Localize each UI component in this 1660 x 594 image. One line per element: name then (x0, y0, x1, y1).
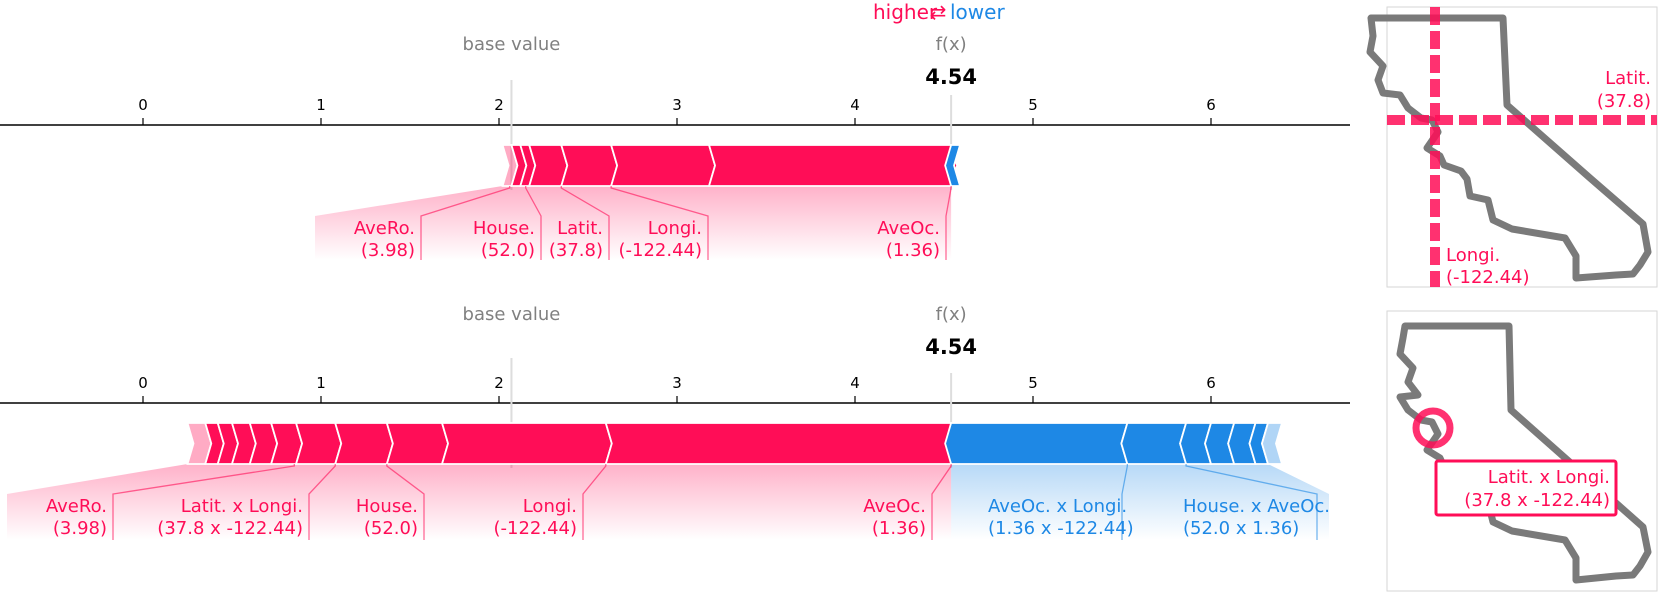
x-tick-label: 5 (1028, 374, 1038, 392)
california-map-top: Latit. (37.8) Longi. (-122.44) (1366, 6, 1658, 288)
positive-label-fill (315, 186, 952, 260)
label-leader (560, 186, 610, 260)
x-tick-label: 4 (850, 96, 860, 114)
label-fills (315, 186, 952, 260)
x-tick-label: 1 (316, 96, 326, 114)
label-leader (1185, 464, 1318, 540)
label-leader (582, 464, 607, 540)
feature-value: (1.36 x -122.44) (988, 518, 1134, 539)
x-tick-label: 3 (672, 96, 682, 114)
label-leader (1121, 464, 1128, 540)
map-label-box (1434, 459, 1618, 517)
fx-label: f(x) (936, 304, 967, 325)
x-tick-label: 6 (1206, 374, 1216, 392)
label-leader (112, 464, 295, 540)
negative-segment (1120, 422, 1188, 465)
label-leader (525, 186, 542, 260)
legend: higher ⇄ lower (873, 0, 1005, 24)
feature-name: AveOc. (863, 496, 926, 517)
feature-name: AveRo. (354, 218, 415, 239)
x-tick-label: 4 (850, 374, 860, 392)
legend-higher: higher (873, 0, 938, 24)
label-fills (7, 464, 1329, 540)
feature-value: (52.0) (481, 240, 535, 261)
feature-name: House. x AveOc. (1183, 496, 1330, 517)
positive-segment (560, 144, 619, 187)
feature-labels: AveRo.(3.98) House.(52.0) Latit.(37.8) Long… (354, 218, 940, 261)
map-longitude-value: (-122.44) (1446, 267, 1530, 288)
map-latitude-name: Latit. (1605, 68, 1651, 89)
california-outline (1366, 14, 1652, 282)
negative-label-fill (951, 464, 1329, 540)
negative-segment (1261, 422, 1284, 465)
base-value-label: base value (463, 304, 561, 325)
negative-segment (944, 144, 962, 187)
x-tick-label: 1 (316, 374, 326, 392)
map-interaction-name: Latit. x Longi. (1488, 467, 1610, 488)
x-tick-label: 2 (494, 374, 504, 392)
fx-value: 4.54 (925, 65, 977, 89)
california-map-bottom: Latit. x Longi. (37.8 x -122.44) (1386, 310, 1658, 592)
force-plot-top: 0 1 2 3 4 5 6 base value f(x) 4.54 AveRo.(3.98… (0, 34, 1350, 261)
negative-segment (944, 422, 1129, 465)
feature-value: (37.8 x -122.44) (157, 518, 303, 539)
feature-labels: AveRo.(3.98) Latit. x Longi.(37.8 x -122.… (46, 496, 1330, 539)
positive-segment (440, 422, 613, 465)
force-bars (501, 144, 962, 187)
map-interaction-value: (37.8 x -122.44) (1464, 490, 1610, 511)
feature-name: House. (473, 218, 535, 239)
label-leader (610, 186, 709, 260)
x-tick-label: 6 (1206, 96, 1216, 114)
fx-label: f(x) (936, 34, 967, 55)
feature-name: House. (356, 496, 418, 517)
label-leader (945, 186, 952, 260)
fx-value: 4.54 (925, 335, 977, 359)
feature-name: AveOc. (877, 218, 940, 239)
feature-value: (52.0 x 1.36) (1183, 518, 1299, 539)
x-tick-label: 2 (494, 96, 504, 114)
feature-value: (-122.44) (493, 518, 577, 539)
feature-value: (3.98) (361, 240, 415, 261)
x-tick-label: 0 (138, 96, 148, 114)
label-leader (931, 464, 952, 540)
label-leader (308, 464, 336, 540)
positive-segment (385, 422, 449, 465)
x-tick-label: 3 (672, 374, 682, 392)
positive-segment (528, 144, 569, 187)
feature-name: AveOc. x Longi. (988, 496, 1127, 517)
x-tick-label: 5 (1028, 96, 1038, 114)
label-leaders (112, 464, 1318, 540)
positive-segment (707, 144, 959, 187)
positive-segment (609, 144, 716, 187)
feature-value: (-122.44) (618, 240, 702, 261)
label-leaders (420, 186, 952, 260)
positive-segment (294, 422, 343, 465)
legend-lower: lower (950, 0, 1005, 24)
feature-name: Latit. (557, 218, 603, 239)
feature-value: (1.36) (872, 518, 926, 539)
feature-value: (37.8) (549, 240, 603, 261)
positive-segment (604, 422, 959, 465)
positive-label-fill (7, 464, 952, 540)
x-tick-label: 0 (138, 374, 148, 392)
label-leader (386, 464, 425, 540)
feature-value: (52.0) (364, 518, 418, 539)
force-bars (186, 422, 1284, 465)
force-plot-bottom: 0 1 2 3 4 5 6 base value f(x) 4.54 AveRo.(3.98… (0, 304, 1350, 540)
feature-value: (1.36) (886, 240, 940, 261)
feature-name: Longi. (648, 218, 702, 239)
map-longitude-name: Longi. (1446, 245, 1500, 266)
feature-name: AveRo. (46, 496, 107, 517)
positive-segment (334, 422, 394, 465)
label-leader (420, 186, 511, 260)
x-axis: 0 1 2 3 4 5 6 (0, 80, 1350, 190)
base-value-label: base value (463, 34, 561, 55)
feature-name: Longi. (523, 496, 577, 517)
location-marker (1412, 407, 1454, 449)
feature-name: Latit. x Longi. (181, 496, 303, 517)
feature-value: (3.98) (53, 518, 107, 539)
legend-arrow: ⇄ (930, 0, 947, 24)
map-latitude-value: (37.8) (1597, 91, 1651, 112)
